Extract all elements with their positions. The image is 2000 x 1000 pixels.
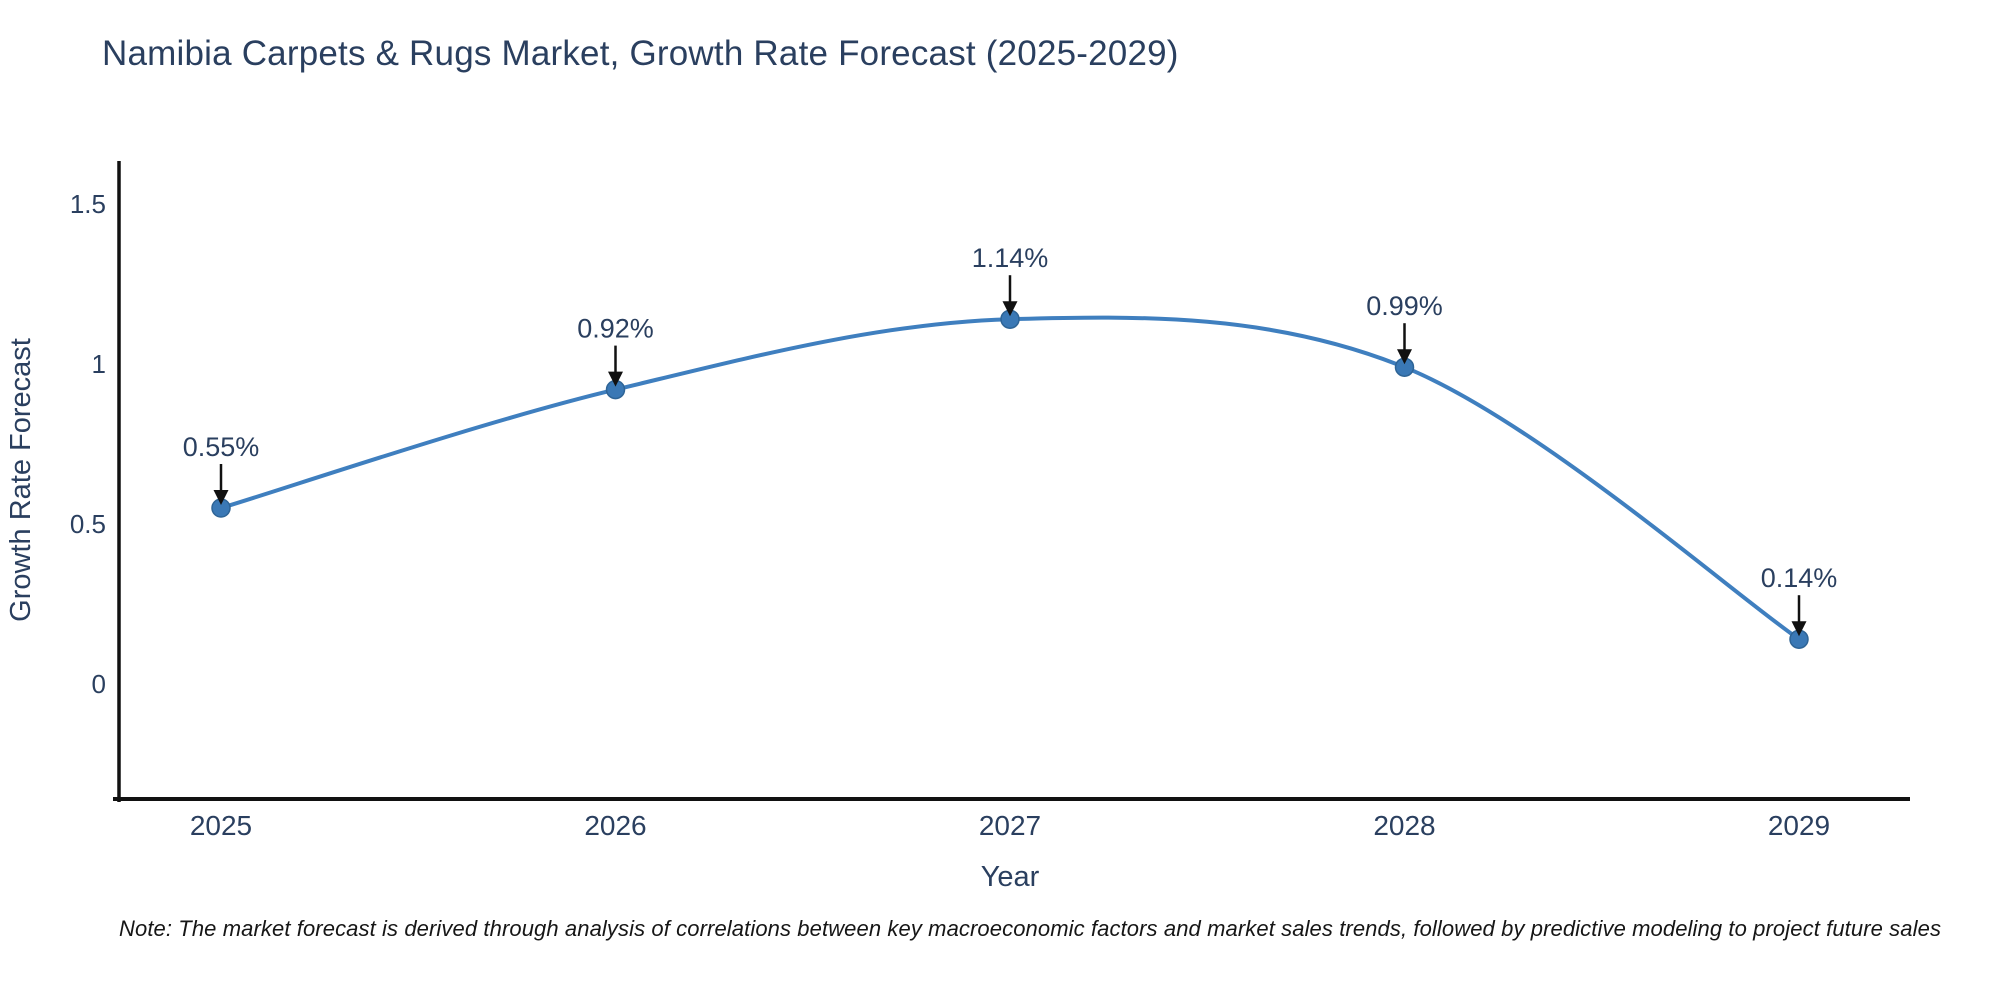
data-label-2027: 1.14% xyxy=(972,243,1049,273)
annotation-arrowhead xyxy=(1002,301,1018,317)
data-label-2028: 0.99% xyxy=(1366,291,1443,321)
y-axis-title: Growth Rate Forecast xyxy=(5,338,37,622)
annotation-arrowhead xyxy=(213,490,229,505)
line-series xyxy=(219,315,1801,642)
data-label-2025: 0.55% xyxy=(183,432,260,462)
chart-title: Namibia Carpets & Rugs Market, Growth Ra… xyxy=(102,34,1179,73)
x-tick-label-2026: 2026 xyxy=(584,810,646,841)
data-label-2026: 0.92% xyxy=(577,314,654,344)
x-tick-label-2025: 2025 xyxy=(190,810,252,841)
y-tick-label: 0 xyxy=(92,669,106,699)
data-label-2029: 0.14% xyxy=(1761,563,1838,593)
x-tick-label-2028: 2028 xyxy=(1373,810,1435,841)
y-tick-label: 1 xyxy=(92,349,106,379)
annotation-arrowhead xyxy=(1397,349,1412,365)
x-axis-title: Year xyxy=(981,861,1040,893)
annotation-arrowhead xyxy=(608,371,623,387)
footnote: Note: The market forecast is derived thr… xyxy=(119,916,1942,941)
x-tick-label-2027: 2027 xyxy=(979,810,1041,841)
y-tick-label: 0.5 xyxy=(70,509,106,539)
x-tick-label-2029: 2029 xyxy=(1768,810,1830,841)
annotation-arrowhead xyxy=(1791,621,1807,637)
y-tick-label: 1.5 xyxy=(70,189,106,219)
